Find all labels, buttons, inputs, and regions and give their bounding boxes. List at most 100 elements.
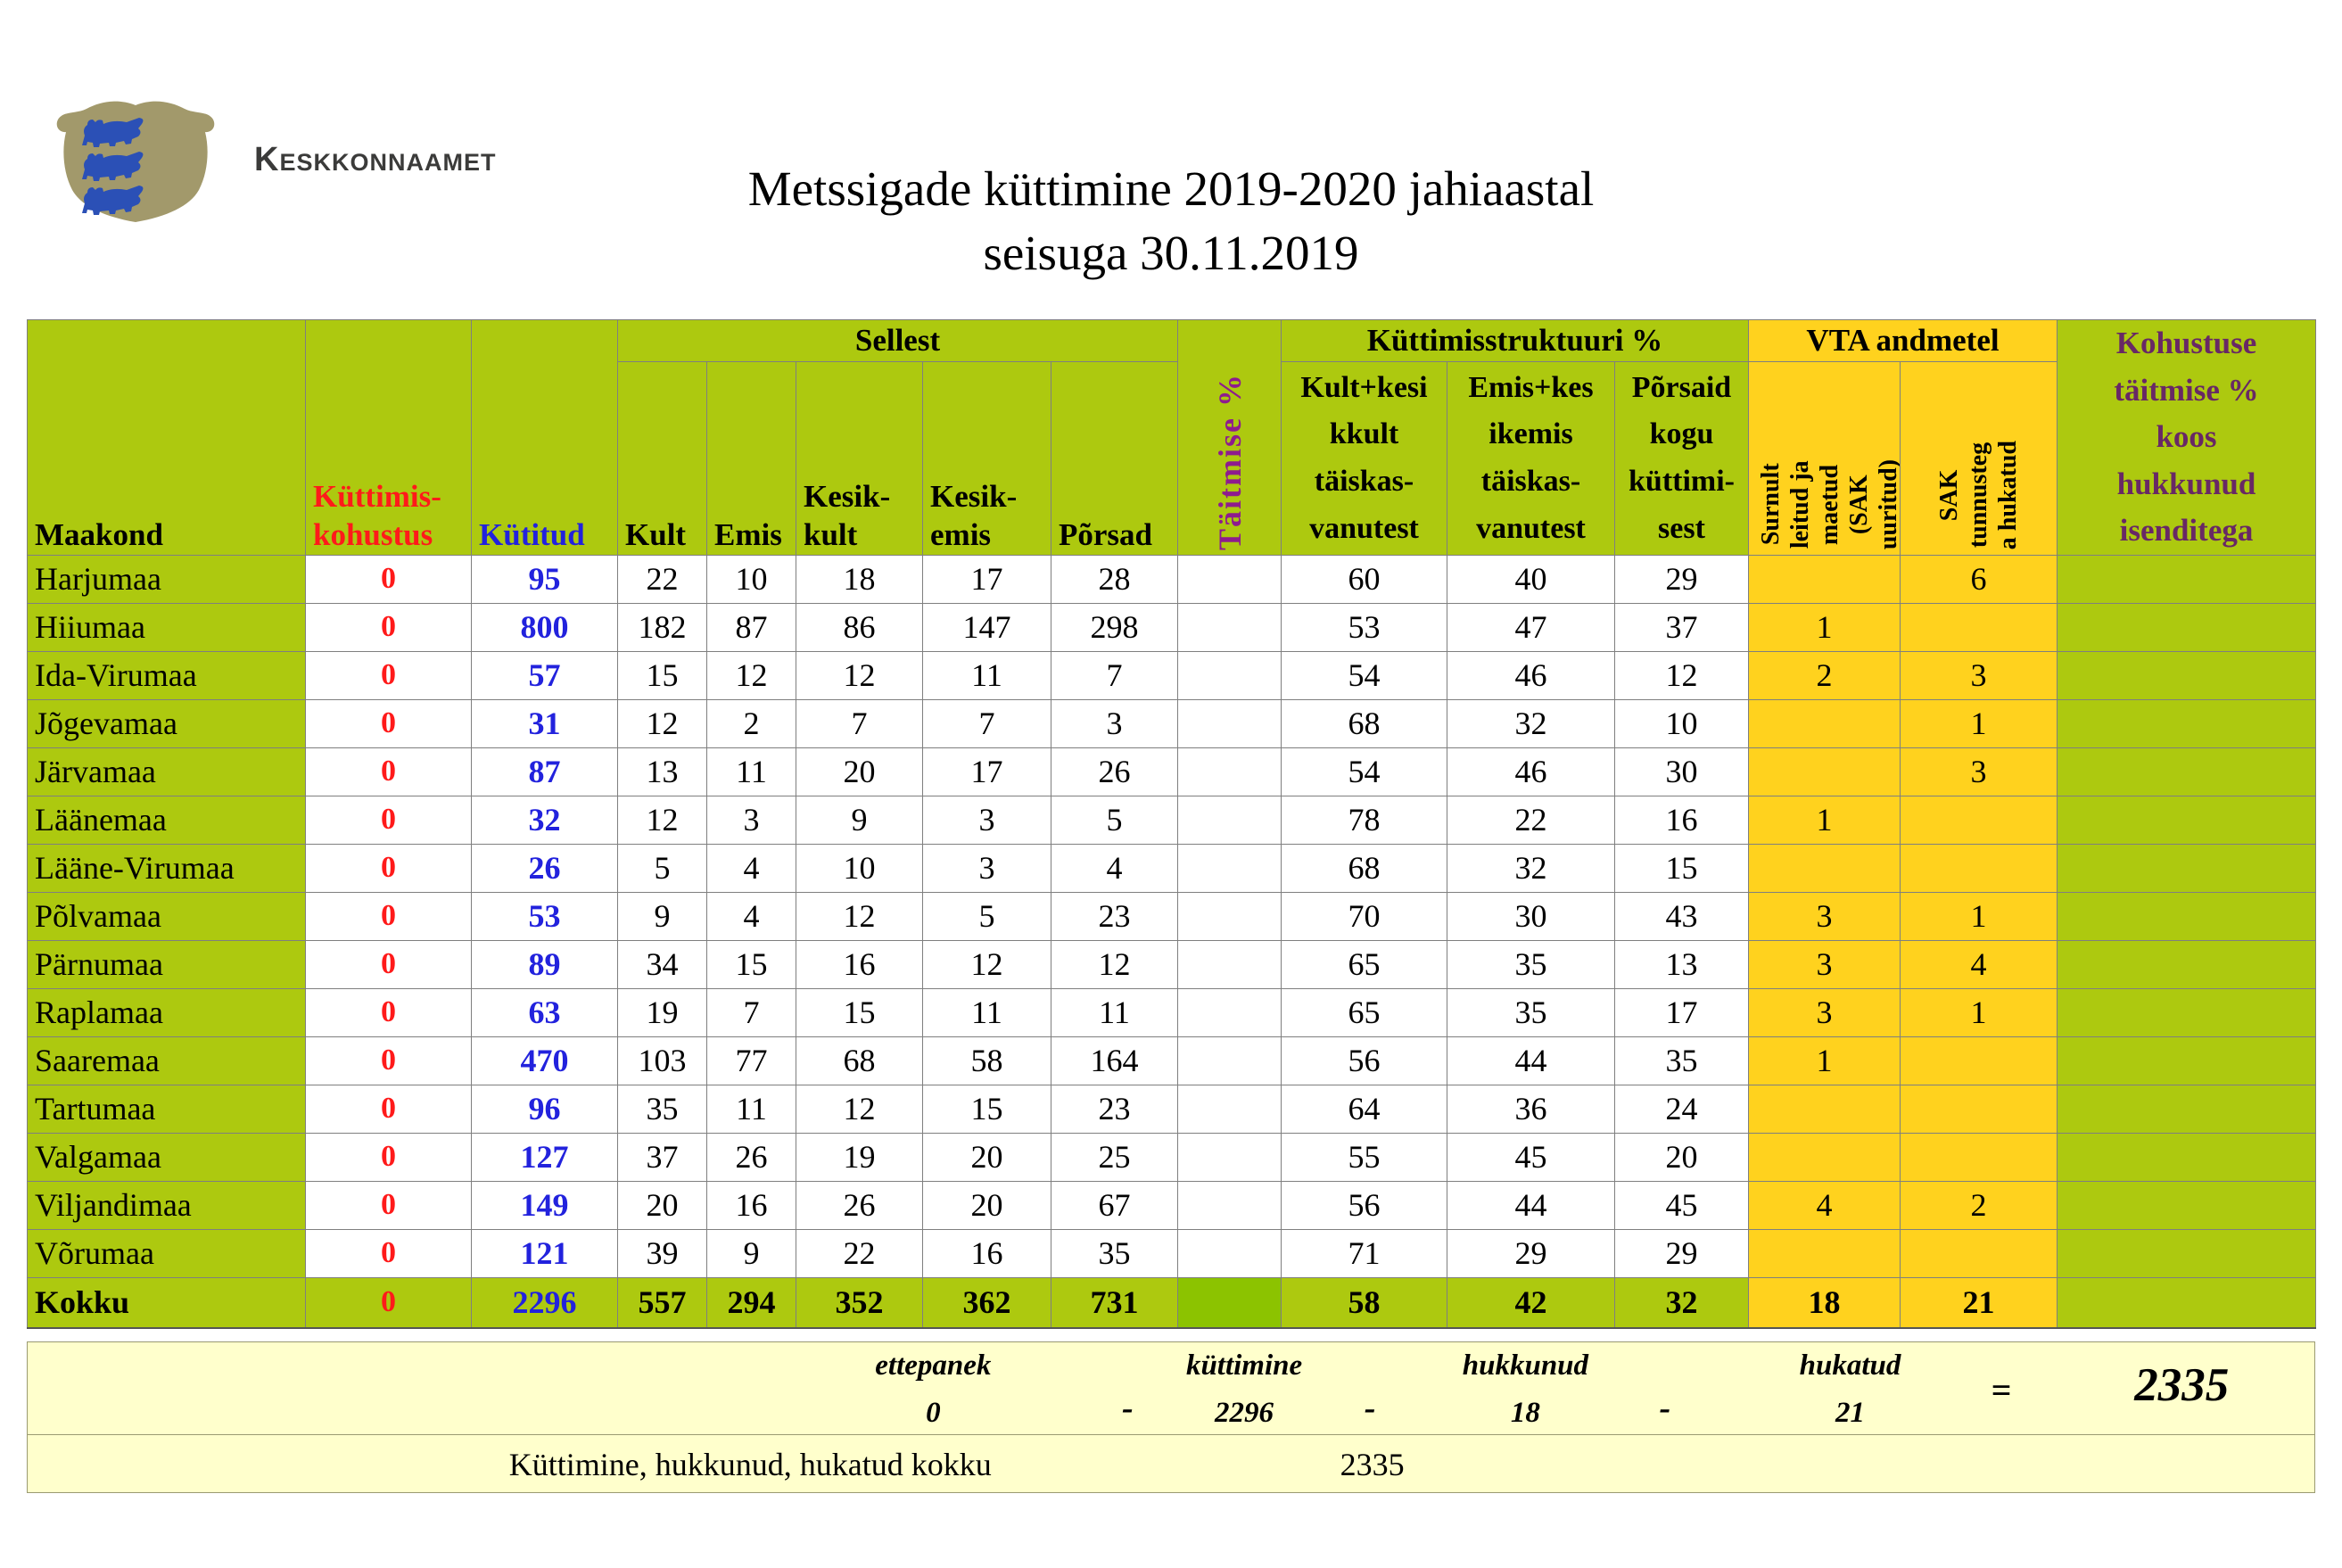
cell-kutitud: 96	[471, 1084, 618, 1134]
table-row: Valgamaa 0 127 37 26 19 20 25 55 45 20	[27, 1132, 2316, 1182]
table-body: Harjumaa 0 95 22 10 18 17 28 60 40 29 6 Hiiumaa 0 800 1…	[27, 554, 2316, 1329]
cell-kesik-emis: 16	[922, 1228, 1051, 1278]
hunting-table: Maakond Küttimis- kohustus Kütitud Selle…	[27, 318, 2316, 1329]
summary-term-label: hukatud	[1799, 1349, 1901, 1382]
col-header-emis-kesikemis-pct: Emis+kes ikemis täiskas- vanutest	[1447, 361, 1615, 556]
cell-kohustuse-taitmise	[2057, 1276, 2316, 1329]
cell-kohustuse-taitmise	[2057, 1084, 2316, 1134]
summary-separator: -	[1659, 1390, 1671, 1427]
cell-emis: 12	[706, 650, 796, 700]
cell-struct-kult: 64	[1281, 1084, 1447, 1134]
cell-kuttimiskohustus: 0	[305, 987, 472, 1037]
cell-emis: 294	[706, 1276, 796, 1329]
page-title: Metssigade küttimine 2019-2020 jahiaasta…	[0, 157, 2342, 285]
cell-struct-emis: 32	[1447, 843, 1615, 893]
cell-kesik-emis: 20	[922, 1132, 1051, 1182]
cell-kutitud: 32	[471, 795, 618, 845]
cell-taitmise	[1177, 1276, 1282, 1329]
cell-struct-porsaid: 13	[1614, 939, 1749, 989]
cell-struct-emis: 32	[1447, 698, 1615, 748]
cell-maakond: Pärnumaa	[27, 939, 306, 989]
cell-vta-surnult: 18	[1748, 1276, 1901, 1329]
col-header-kesik-kult: Kesik- kult	[796, 361, 923, 556]
cell-maakond: Lääne-Virumaa	[27, 843, 306, 893]
cell-kult: 22	[617, 554, 707, 604]
cell-kesik-emis: 12	[922, 939, 1051, 989]
table-row: Harjumaa 0 95 22 10 18 17 28 60 40 29 6	[27, 554, 2316, 604]
cell-struct-kult: 70	[1281, 891, 1447, 941]
cell-kohustuse-taitmise	[2057, 939, 2316, 989]
cell-kult: 19	[617, 987, 707, 1037]
cell-kutitud: 57	[471, 650, 618, 700]
cell-emis: 26	[706, 1132, 796, 1182]
cell-vta-surnult	[1748, 1084, 1901, 1134]
col-group-vta-andmetel: VTA andmetel	[1748, 318, 2057, 363]
cell-kult: 5	[617, 843, 707, 893]
cell-struct-emis: 29	[1447, 1228, 1615, 1278]
cell-porsad: 28	[1051, 554, 1178, 604]
cell-kohustuse-taitmise	[2057, 554, 2316, 604]
cell-kuttimiskohustus: 0	[305, 554, 472, 604]
cell-taitmise	[1177, 987, 1282, 1037]
cell-kesik-emis: 17	[922, 554, 1051, 604]
cell-kuttimiskohustus: 0	[305, 939, 472, 989]
cell-struct-porsaid: 24	[1614, 1084, 1749, 1134]
cell-taitmise	[1177, 1132, 1282, 1182]
cell-kesik-emis: 5	[922, 891, 1051, 941]
cell-taitmise	[1177, 698, 1282, 748]
table-row: Tartumaa 0 96 35 11 12 15 23 64 36 24	[27, 1084, 2316, 1134]
cell-porsad: 298	[1051, 602, 1178, 652]
cell-emis: 11	[706, 747, 796, 796]
cell-struct-kult: 60	[1281, 554, 1447, 604]
cell-kult: 12	[617, 698, 707, 748]
cell-kesik-kult: 68	[796, 1036, 923, 1085]
cell-kesik-kult: 19	[796, 1132, 923, 1182]
cell-emis: 2	[706, 698, 796, 748]
cell-kuttimiskohustus: 0	[305, 650, 472, 700]
table-row: Pärnumaa 0 89 34 15 16 12 12 65 35 13 3 4	[27, 939, 2316, 989]
col-header-sak-hukatud: SAK tunnusteg a hukatud	[1900, 361, 2057, 556]
cell-porsad: 25	[1051, 1132, 1178, 1182]
cell-vta-surnult	[1748, 747, 1901, 796]
col-header-emis: Emis	[706, 361, 796, 556]
summary-separator: -	[1121, 1390, 1134, 1427]
col-header-kesik-emis: Kesik- emis	[922, 361, 1051, 556]
cell-kutitud: 95	[471, 554, 618, 604]
summary-term: hukkunud 18	[1463, 1351, 1588, 1428]
cell-kesik-kult: 7	[796, 698, 923, 748]
cell-vta-surnult	[1748, 698, 1901, 748]
cell-kohustuse-taitmise	[2057, 1036, 2316, 1085]
cell-struct-porsaid: 35	[1614, 1036, 1749, 1085]
grand-total: 2335	[2134, 1359, 2230, 1411]
cell-kohustuse-taitmise	[2057, 650, 2316, 700]
cell-vta-sak: 1	[1900, 987, 2057, 1037]
cell-maakond: Valgamaa	[27, 1132, 306, 1182]
cell-taitmise	[1177, 1036, 1282, 1085]
summary-term: ettepanek 0	[875, 1351, 991, 1428]
cell-vta-sak: 21	[1900, 1276, 2057, 1329]
cell-kult: 103	[617, 1036, 707, 1085]
col-header-kult: Kult	[617, 361, 707, 556]
cell-porsad: 5	[1051, 795, 1178, 845]
cell-vta-surnult: 3	[1748, 891, 1901, 941]
cell-struct-emis: 22	[1447, 795, 1615, 845]
cell-porsad: 164	[1051, 1036, 1178, 1085]
cell-kuttimiskohustus: 0	[305, 698, 472, 748]
cell-kutitud: 127	[471, 1132, 618, 1182]
org-name: Keskkonnaamet	[254, 140, 497, 178]
cell-kesik-kult: 352	[796, 1276, 923, 1329]
cell-porsad: 11	[1051, 987, 1178, 1037]
summary-box: = 2335 ettepanek 0 - küttimine 2296 - hukkunud…	[27, 1341, 2315, 1493]
table-row: Jõgevamaa 0 31 12 2 7 7 3 68 32 10 1	[27, 698, 2316, 748]
table-row: Põlvamaa 0 53 9 4 12 5 23 70 30 43 3 1	[27, 891, 2316, 941]
cell-taitmise	[1177, 795, 1282, 845]
col-header-porsaid-pct: Põrsaid kogu küttimi- sest	[1614, 361, 1749, 556]
summary-term-label: ettepanek	[875, 1349, 992, 1382]
cell-kohustuse-taitmise	[2057, 698, 2316, 748]
cell-kesik-emis: 11	[922, 650, 1051, 700]
footer-label: Küttimine, hukkunud, hukatud kokku	[508, 1447, 992, 1482]
cell-maakond: Põlvamaa	[27, 891, 306, 941]
cell-vta-surnult	[1748, 1228, 1901, 1278]
cell-emis: 11	[706, 1084, 796, 1134]
cell-taitmise	[1177, 843, 1282, 893]
